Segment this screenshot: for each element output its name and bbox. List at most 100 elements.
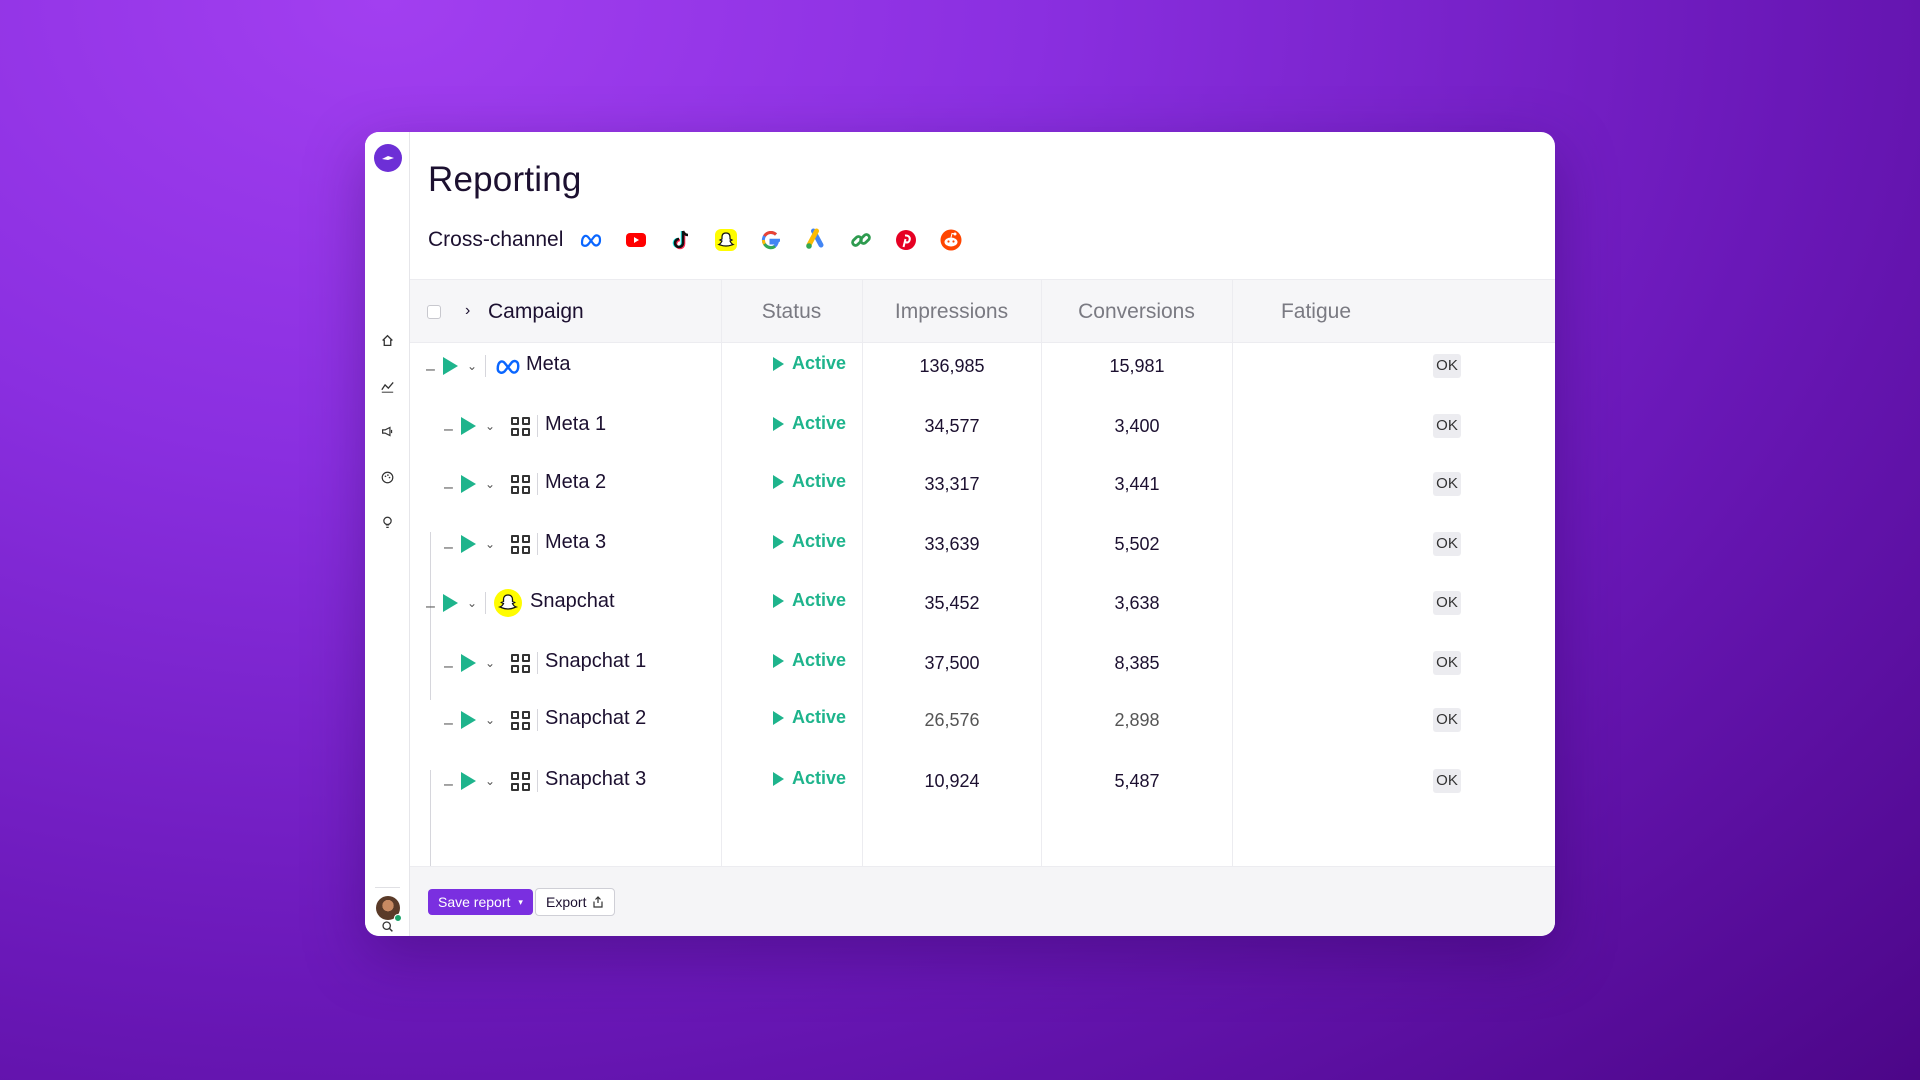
analytics-icon[interactable]	[379, 378, 395, 394]
table-row[interactable]: – ⌄ Meta 3 Active 33,639 5,502 OK	[410, 518, 1555, 576]
play-icon[interactable]	[461, 711, 476, 729]
fatigue-badge: OK	[1433, 532, 1461, 556]
google-ads-icon[interactable]	[802, 226, 830, 254]
row-separator	[537, 770, 538, 792]
table-row[interactable]: – ⌄ Meta 1 Active 34,577 3,400 OK	[410, 400, 1555, 458]
chevron-down-icon[interactable]: ⌄	[485, 477, 496, 491]
play-icon[interactable]	[461, 654, 476, 672]
collapse-dash-icon[interactable]: –	[444, 658, 453, 675]
play-icon[interactable]	[443, 357, 458, 375]
reddit-icon[interactable]	[937, 226, 965, 254]
conversions-value: 3,638	[1114, 593, 1160, 613]
row-name[interactable]: Meta 3	[545, 531, 607, 553]
status-active: Active	[773, 353, 846, 374]
table-row[interactable]: – ⌄ Meta 2 Active 33,317 3,441 OK	[410, 458, 1555, 516]
collapse-dash-icon[interactable]: –	[426, 598, 435, 615]
palette-icon[interactable]	[379, 469, 395, 485]
play-icon[interactable]	[461, 772, 476, 790]
row-separator	[537, 415, 538, 437]
link-icon[interactable]	[847, 226, 875, 254]
conversions-value: 3,441	[1114, 474, 1160, 494]
row-name[interactable]: Meta	[526, 353, 571, 375]
header-campaign[interactable]: Campaign	[488, 300, 584, 323]
collapse-dash-icon[interactable]: –	[444, 776, 453, 793]
fatigue-badge: OK	[1433, 591, 1461, 615]
collapse-dash-icon[interactable]: –	[444, 479, 453, 496]
status-label: Active	[792, 590, 847, 610]
row-name[interactable]: Meta 1	[545, 413, 607, 435]
conversions-value: 5,487	[1114, 771, 1160, 791]
snapchat-icon[interactable]	[712, 226, 740, 254]
impressions-value: 10,924	[924, 771, 980, 791]
impressions-value: 136,985	[919, 356, 985, 376]
home-icon[interactable]	[379, 332, 395, 348]
chevron-down-icon[interactable]: ⌄	[485, 419, 496, 433]
table-row[interactable]: – ⌄ Snapchat 1 Active 37,500 8,385 OK	[410, 637, 1555, 695]
conversions-value: 5,502	[1114, 534, 1160, 554]
avatar[interactable]	[376, 896, 402, 922]
footer-bar: Save report ▾ Export	[410, 866, 1555, 936]
row-name[interactable]: Meta 2	[545, 471, 607, 493]
fatigue-badge: OK	[1433, 354, 1461, 378]
row-name[interactable]: Snapchat 2	[545, 707, 647, 729]
meta-icon[interactable]	[577, 226, 605, 254]
page-title: Reporting	[428, 160, 582, 199]
chevron-down-icon[interactable]: ⌄	[485, 656, 496, 670]
chevron-down-icon[interactable]: ⌄	[485, 713, 496, 727]
play-icon[interactable]	[461, 535, 476, 553]
collapse-dash-icon[interactable]: –	[444, 539, 453, 556]
play-icon[interactable]	[461, 475, 476, 493]
row-name[interactable]: Snapchat 1	[545, 650, 647, 672]
status-label: Active	[792, 768, 847, 788]
header-fatigue[interactable]: Fatigue	[1280, 300, 1352, 323]
impressions-value: 26,576	[924, 710, 980, 730]
tiktok-icon[interactable]	[667, 226, 695, 254]
chevron-down-icon[interactable]: ⌄	[485, 537, 496, 551]
table-row[interactable]: – ⌄ Meta Active 136,985 15,981 OK	[410, 340, 1555, 398]
header-status[interactable]: Status	[761, 300, 822, 323]
collapse-dash-icon[interactable]: –	[444, 421, 453, 438]
column-divider	[1041, 279, 1042, 866]
header-impressions[interactable]: Impressions	[894, 300, 1009, 323]
status-label: Active	[792, 413, 847, 433]
youtube-icon[interactable]	[622, 226, 650, 254]
impressions-value: 33,639	[924, 534, 980, 554]
sidebar-divider	[375, 887, 400, 888]
adset-grid-icon	[511, 535, 530, 554]
chevron-down-icon[interactable]: ⌄	[485, 774, 496, 788]
conversions-value: 3,400	[1114, 416, 1160, 436]
chevron-down-icon[interactable]: ⌄	[467, 596, 478, 610]
table-row[interactable]: – ⌄ Snapchat Active 35,452 3,638 OK	[410, 577, 1555, 635]
select-all-checkbox[interactable]	[427, 305, 441, 319]
header-conversions[interactable]: Conversions	[1078, 300, 1195, 323]
row-separator	[485, 592, 486, 614]
row-name[interactable]: Snapchat	[530, 590, 615, 612]
app-logo[interactable]	[374, 144, 402, 172]
play-icon[interactable]	[443, 594, 458, 612]
adset-grid-icon	[511, 711, 530, 730]
google-icon[interactable]	[757, 226, 785, 254]
status-active: Active	[773, 531, 846, 552]
search-icon[interactable]	[379, 918, 395, 934]
chevron-down-icon[interactable]: ⌄	[467, 359, 478, 373]
status-label: Active	[792, 353, 847, 373]
impressions-value: 33,317	[924, 474, 980, 494]
fatigue-badge: OK	[1433, 708, 1461, 732]
column-divider	[721, 279, 722, 866]
table-row[interactable]: – ⌄ Snapchat 2 Active 26,576 2,898 OK	[410, 694, 1555, 752]
conversions-value: 8,385	[1114, 653, 1160, 673]
table-row[interactable]: – ⌄ Snapchat 3 Active 10,924 5,487 OK	[410, 755, 1555, 813]
collapse-dash-icon[interactable]: –	[444, 715, 453, 732]
export-button[interactable]: Export	[535, 888, 616, 916]
share-icon	[593, 896, 604, 908]
channel-label: Cross-channel	[428, 228, 564, 251]
row-name[interactable]: Snapchat 3	[545, 768, 647, 790]
megaphone-icon[interactable]	[379, 423, 395, 439]
save-report-button[interactable]: Save report ▾	[428, 889, 533, 915]
lightbulb-icon[interactable]	[379, 514, 395, 530]
chevron-right-icon[interactable]: ›	[465, 302, 471, 319]
collapse-dash-icon[interactable]: –	[426, 361, 435, 378]
conversions-value: 2,898	[1114, 710, 1160, 730]
pinterest-icon[interactable]	[892, 226, 920, 254]
play-icon[interactable]	[461, 417, 476, 435]
